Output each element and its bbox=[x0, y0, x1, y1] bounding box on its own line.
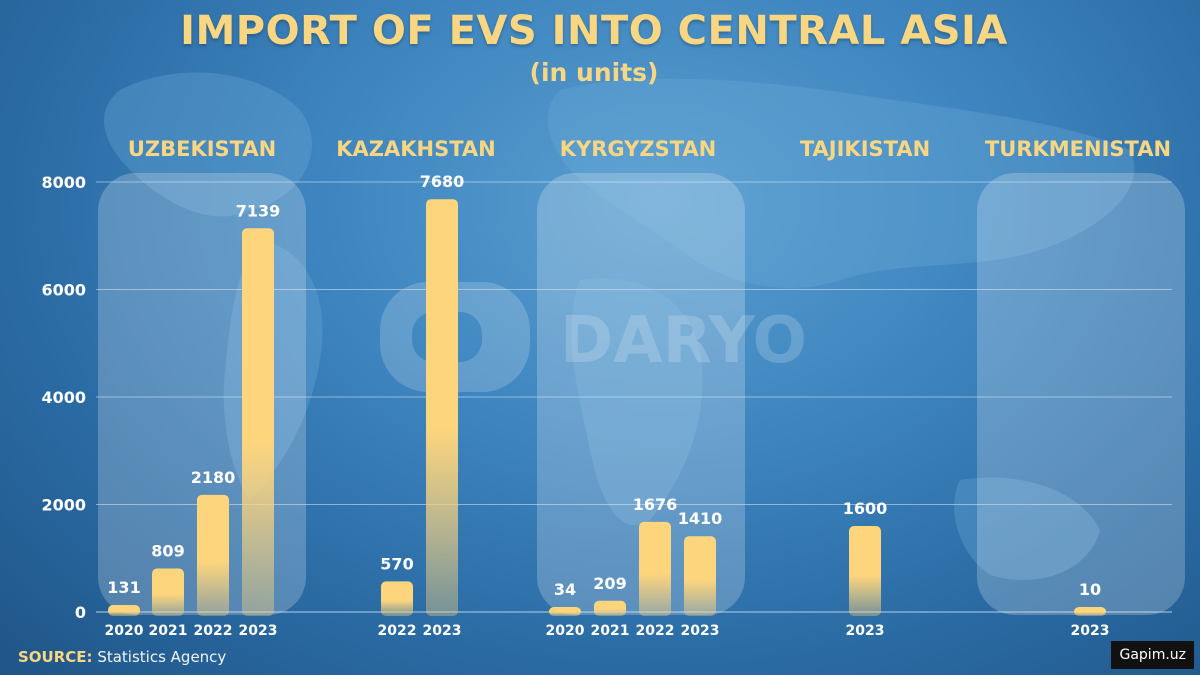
bar bbox=[152, 568, 184, 616]
country-heading: KAZAKHSTAN bbox=[336, 137, 496, 161]
bar-value-label: 2180 bbox=[191, 468, 236, 487]
country-heading: KYRGYZSTAN bbox=[560, 137, 717, 161]
bar-value-label: 209 bbox=[593, 574, 626, 593]
source-label: SOURCE: bbox=[18, 648, 93, 666]
source-text: Statistics Agency bbox=[97, 648, 227, 666]
bar-value-label: 34 bbox=[554, 580, 576, 599]
country-heading: TURKMENISTAN bbox=[985, 137, 1171, 161]
bar bbox=[108, 604, 140, 616]
bar-value-label: 1600 bbox=[843, 499, 888, 518]
y-tick-label: 6000 bbox=[41, 281, 86, 300]
x-tick-label: 2022 bbox=[636, 623, 675, 639]
bar bbox=[1074, 607, 1106, 616]
bar-value-label: 1410 bbox=[678, 509, 723, 528]
x-tick-label: 2023 bbox=[846, 623, 885, 639]
y-tick-label: 2000 bbox=[41, 496, 86, 515]
bar-value-label: 809 bbox=[151, 542, 184, 561]
source-note: SOURCE: Statistics Agency bbox=[18, 648, 226, 666]
svg-text:DARYO: DARYO bbox=[560, 304, 807, 378]
bar-value-label: 7680 bbox=[420, 172, 465, 191]
bar bbox=[549, 607, 581, 616]
bar bbox=[197, 494, 229, 616]
country-heading: UZBEKISTAN bbox=[128, 137, 276, 161]
x-tick-label: 2023 bbox=[239, 623, 278, 639]
bar bbox=[849, 526, 881, 616]
x-tick-label: 2023 bbox=[1071, 623, 1110, 639]
credit-badge: Gapim.uz bbox=[1111, 641, 1194, 669]
bar bbox=[639, 521, 671, 616]
bar-value-label: 7139 bbox=[236, 201, 281, 220]
y-tick-label: 4000 bbox=[41, 388, 86, 407]
x-tick-label: 2023 bbox=[681, 623, 720, 639]
y-tick-label: 8000 bbox=[41, 173, 86, 192]
x-tick-label: 2022 bbox=[194, 623, 233, 639]
bar bbox=[426, 199, 458, 616]
bar-value-label: 1676 bbox=[633, 495, 678, 514]
bar bbox=[381, 581, 413, 616]
x-tick-label: 2023 bbox=[423, 623, 462, 639]
country-heading: TAJIKISTAN bbox=[800, 137, 930, 161]
x-tick-label: 2021 bbox=[591, 623, 630, 639]
bar-value-label: 131 bbox=[107, 578, 140, 597]
page-subtitle: (in units) bbox=[529, 58, 659, 87]
bar-value-label: 10 bbox=[1079, 580, 1101, 599]
bar bbox=[594, 600, 626, 616]
bar bbox=[684, 536, 716, 616]
x-tick-label: 2020 bbox=[105, 623, 144, 639]
x-tick-label: 2022 bbox=[378, 623, 417, 639]
page-title: IMPORT OF EVS INTO CENTRAL ASIA bbox=[180, 8, 1008, 54]
x-tick-label: 2021 bbox=[149, 623, 188, 639]
bar bbox=[242, 228, 274, 616]
highlight-panel bbox=[977, 173, 1185, 615]
bar-value-label: 570 bbox=[380, 554, 413, 573]
x-tick-label: 2020 bbox=[546, 623, 585, 639]
y-tick-label: 0 bbox=[75, 603, 86, 622]
